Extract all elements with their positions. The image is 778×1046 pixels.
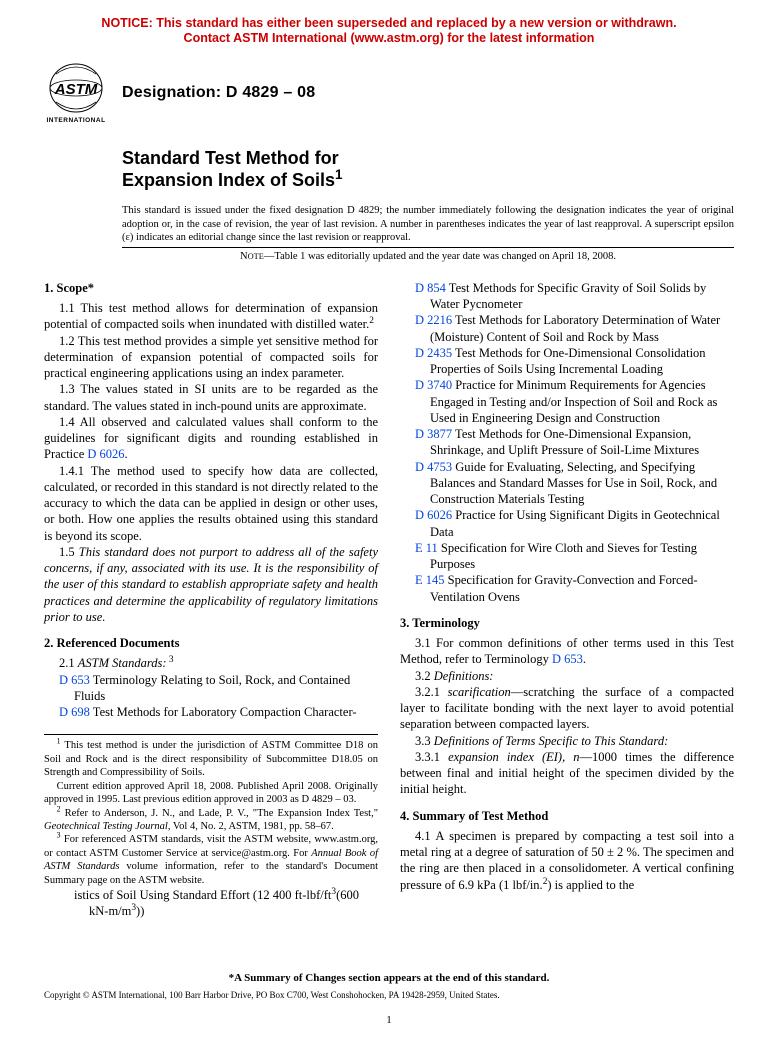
ref-d3740: D 3740 Practice for Minimum Requirements… [400, 377, 734, 426]
para-4-1: 4.1 A specimen is prepared by compacting… [400, 828, 734, 893]
page-root: NOTICE: This standard has either been su… [0, 0, 778, 1046]
editorial-note: NOTE—Table 1 was editorially updated and… [122, 247, 734, 262]
svg-text:INTERNATIONAL: INTERNATIONAL [46, 117, 105, 124]
para-3-2: 3.2 Definitions: [400, 668, 734, 684]
summary-changes-note: *A Summary of Changes section appears at… [44, 972, 734, 984]
footnote-1a: 1 This test method is under the jurisdic… [44, 739, 378, 779]
ref-d653: D 653 Terminology Relating to Soil, Rock… [44, 672, 378, 705]
para-2-1: 2.1 ASTM Standards: 3 [44, 655, 378, 671]
page-number: 1 [44, 1014, 734, 1026]
body-columns: 1. Scope* 1.1 This test method allows fo… [44, 280, 734, 920]
page-footer: *A Summary of Changes section appears at… [44, 972, 734, 1026]
ref-d854: D 854 Test Methods for Specific Gravity … [400, 280, 734, 313]
para-3-3-1: 3.3.1 expansion index (EI), n—1000 times… [400, 749, 734, 798]
para-3-2-1: 3.2.1 scarification—scratching the surfa… [400, 684, 734, 733]
ref-e145: E 145 Specification for Gravity-Convecti… [400, 572, 734, 605]
section-4-head: 4. Summary of Test Method [400, 808, 734, 824]
title-line-1: Standard Test Method for [122, 148, 339, 168]
ref-d3877: D 3877 Test Methods for One-Dimensional … [400, 426, 734, 459]
notice-line-2: Contact ASTM International (www.astm.org… [184, 31, 595, 45]
ref-d6026: D 6026 Practice for Using Significant Di… [400, 507, 734, 540]
para-1-4: 1.4 All observed and calculated values s… [44, 414, 378, 463]
title-block: Standard Test Method for Expansion Index… [122, 148, 734, 192]
copyright-line: Copyright © ASTM International, 100 Barr… [44, 990, 734, 1000]
para-1-1: 1.1 This test method allows for determin… [44, 300, 378, 333]
ref-d2216: D 2216 Test Methods for Laboratory Deter… [400, 312, 734, 345]
para-1-4-1: 1.4.1 The method used to specify how dat… [44, 463, 378, 544]
footnote-1b: Current edition approved April 18, 2008.… [44, 780, 378, 807]
section-3-head: 3. Terminology [400, 615, 734, 631]
para-1-3: 1.3 The values stated in SI units are to… [44, 381, 378, 414]
title-line-2: Expansion Index of Soils [122, 170, 335, 190]
section-1-head: 1. Scope* [44, 280, 378, 296]
para-1-2: 1.2 This test method provides a simple y… [44, 333, 378, 382]
ref-d698-cont: istics of Soil Using Standard Effort (12… [44, 887, 378, 920]
notice-line-1: NOTICE: This standard has either been su… [101, 16, 676, 30]
svg-text:ASTM: ASTM [54, 81, 98, 98]
ref-e11: E 11 Specification for Wire Cloth and Si… [400, 540, 734, 573]
section-2-head: 2. Referenced Documents [44, 635, 378, 651]
footnotes: 1 This test method is under the jurisdic… [44, 734, 378, 887]
footnote-3: 3 For referenced ASTM standards, visit t… [44, 833, 378, 887]
para-3-3: 3.3 Definitions of Terms Specific to Thi… [400, 733, 734, 749]
para-1-5: 1.5 This standard does not purport to ad… [44, 544, 378, 625]
ref-d4753: D 4753 Guide for Evaluating, Selecting, … [400, 459, 734, 508]
supersede-notice: NOTICE: This standard has either been su… [44, 16, 734, 46]
astm-logo: ASTM INTERNATIONAL [44, 62, 108, 124]
ref-d2435: D 2435 Test Methods for One-Dimensional … [400, 345, 734, 378]
para-3-1: 3.1 For common definitions of other term… [400, 635, 734, 668]
designation: Designation: D 4829 – 08 [122, 84, 315, 102]
ref-d698: D 698 Test Methods for Laboratory Compac… [44, 704, 378, 720]
issuance-text: This standard is issued under the fixed … [122, 204, 734, 245]
footnote-2: 2 Refer to Anderson, J. N., and Lade, P.… [44, 807, 378, 834]
title-sup: 1 [335, 167, 343, 182]
header-row: ASTM INTERNATIONAL Designation: D 4829 –… [44, 62, 734, 124]
